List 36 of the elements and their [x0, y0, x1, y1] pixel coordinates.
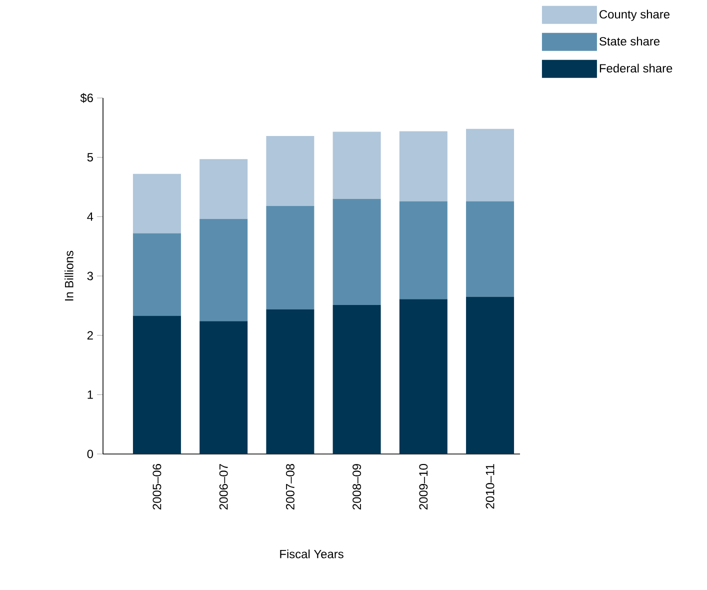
- y-tick-label: $6: [80, 93, 93, 103]
- bar: [200, 321, 248, 454]
- x-tick-label: 2009–10: [419, 464, 428, 510]
- bar: [132, 233, 181, 316]
- legend-label: Federal share: [600, 64, 672, 73]
- legend-label: County share: [600, 10, 670, 21]
- y-tick-label: 1: [88, 390, 93, 399]
- bar: [332, 198, 381, 306]
- bar: [399, 131, 448, 202]
- x-tick-label: 2006–07: [219, 464, 228, 510]
- y-tick-label: 0: [87, 450, 94, 458]
- bar: [332, 132, 381, 199]
- x-axis-title: Fiscal Years: [280, 550, 344, 558]
- x-tick-label: 2005–06: [152, 464, 162, 510]
- bar: [266, 206, 314, 310]
- bar: [132, 316, 181, 454]
- x-tick-label: 2010–11: [486, 464, 494, 509]
- bar: [466, 128, 514, 202]
- bar: [200, 219, 248, 322]
- bar: [466, 201, 514, 297]
- legend-label: State share: [599, 36, 660, 46]
- bar: [266, 136, 314, 206]
- y-tick-label: 4: [87, 212, 94, 221]
- bar: [399, 201, 448, 300]
- bar: [399, 299, 448, 454]
- y-tick-label: 3: [87, 272, 93, 280]
- bar: [200, 159, 248, 220]
- y-axis-title: In Billions: [64, 250, 74, 300]
- y-tick-label: 5: [87, 153, 93, 162]
- bar: [132, 174, 181, 234]
- bar: [266, 309, 314, 454]
- x-tick-label: 2007–08: [286, 464, 294, 510]
- x-tick-label: 2008–09: [352, 464, 362, 510]
- bar: [466, 296, 514, 454]
- y-tick-label: 2: [87, 331, 93, 340]
- bar: [332, 305, 381, 454]
